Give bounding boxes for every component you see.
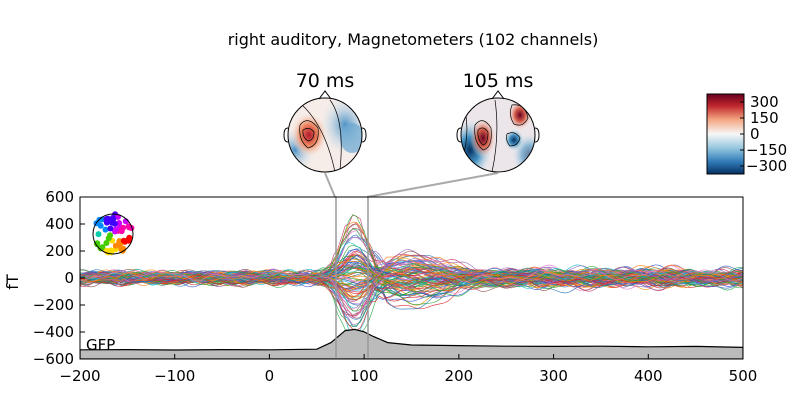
sensor-dot [111,220,118,227]
topomap-105ms [456,90,540,173]
sensor-dot [97,222,104,229]
gfp-area [80,328,743,359]
connector-line-105ms [366,172,499,198]
colorbar-tick: 300 [750,93,779,111]
colorbar-tick: −300 [746,157,787,175]
channel-trace [80,261,743,288]
y-tick-label: 600 [45,188,74,206]
x-tick-label: 200 [445,367,474,385]
sensor-dot [125,237,132,244]
x-tick-label: −200 [59,367,100,385]
sensor-dot [103,216,110,222]
sensor-head-outline [92,213,134,255]
x-tick-label: 400 [634,367,663,385]
channel-trace [80,258,743,293]
sensor-dot [108,249,115,256]
y-tick-label: −200 [33,296,74,314]
sensor-dot [102,226,109,233]
topomap-70ms [283,90,367,173]
x-tick-label: 500 [729,367,758,385]
y-tick-label: 0 [64,269,74,287]
channel-trace [80,268,743,300]
sensor-dot [107,225,114,232]
channel-trace [80,271,743,298]
colorbar-tick: 0 [750,125,760,143]
channel-trace [80,260,743,285]
x-tick-label: 100 [350,367,379,385]
y-axis-label: fT [3,274,22,290]
sensor-dot [112,226,119,233]
sensor-dot [107,232,114,239]
colorbar-tick: 150 [750,109,779,127]
channel-trace [80,257,743,301]
x-tick-label: 0 [265,367,275,385]
sensor-dot [94,241,101,248]
colorbar: 300 150 0 −150 −300 [706,93,787,175]
y-tick-label: −600 [33,350,74,368]
y-tick-label: 200 [45,242,74,260]
sensor-dot [110,216,117,222]
colorbar-tick: −150 [746,141,787,159]
gfp-label: GFP [86,336,115,354]
chart-title: right auditory, Magnetometers (102 chann… [228,30,599,49]
channel-trace [80,268,743,316]
sensor-dot [95,231,102,238]
topomap-label-70ms: 70 ms [296,70,355,92]
butterfly-plot [79,196,744,360]
sensor-layout-icon [92,211,135,256]
sensor-dot [120,237,127,244]
x-tick-label: −100 [154,367,195,385]
x-tick-label: 300 [539,367,568,385]
y-tick-label: −400 [33,323,74,341]
sensor-dot [120,224,127,231]
y-tick-label: 400 [45,215,74,233]
sensor-dot [103,240,110,246]
sensor-dot [112,242,119,249]
connector-line-70ms [324,172,336,198]
topomap-label-105ms: 105 ms [463,70,534,92]
